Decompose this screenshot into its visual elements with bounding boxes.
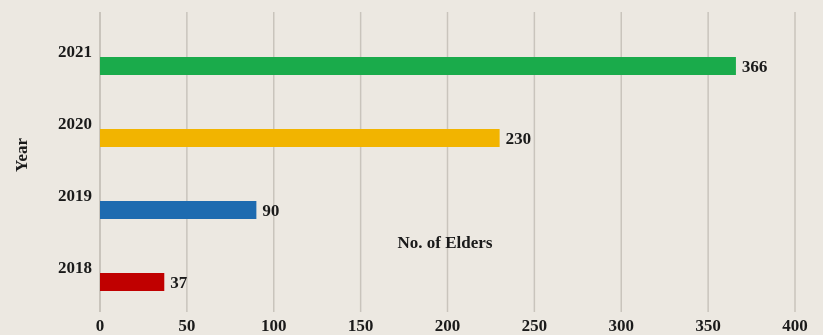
data-label: 90 (262, 201, 279, 220)
x-tick-label: 50 (178, 316, 195, 335)
data-label: 230 (506, 129, 532, 148)
x-axis-title: No. of Elders (398, 233, 493, 252)
bar-2019 (100, 201, 257, 219)
bar-2018 (100, 273, 165, 291)
x-tick-label: 100 (261, 316, 287, 335)
y-tick-label: 2020 (58, 114, 92, 133)
data-label: 366 (742, 57, 768, 76)
x-tick-label: 0 (96, 316, 105, 335)
x-tick-label: 400 (782, 316, 808, 335)
y-tick-label: 2021 (58, 42, 92, 61)
x-tick-label: 200 (435, 316, 461, 335)
y-tick-label: 2018 (58, 258, 92, 277)
x-tick-label: 350 (695, 316, 721, 335)
y-tick-label: 2019 (58, 186, 92, 205)
y-axis-title: Year (12, 138, 31, 172)
bar-2021 (100, 57, 736, 75)
x-tick-label: 250 (522, 316, 548, 335)
x-tick-label: 150 (348, 316, 374, 335)
bar-2020 (100, 129, 500, 147)
data-label: 37 (170, 273, 188, 292)
x-tick-label: 300 (609, 316, 635, 335)
